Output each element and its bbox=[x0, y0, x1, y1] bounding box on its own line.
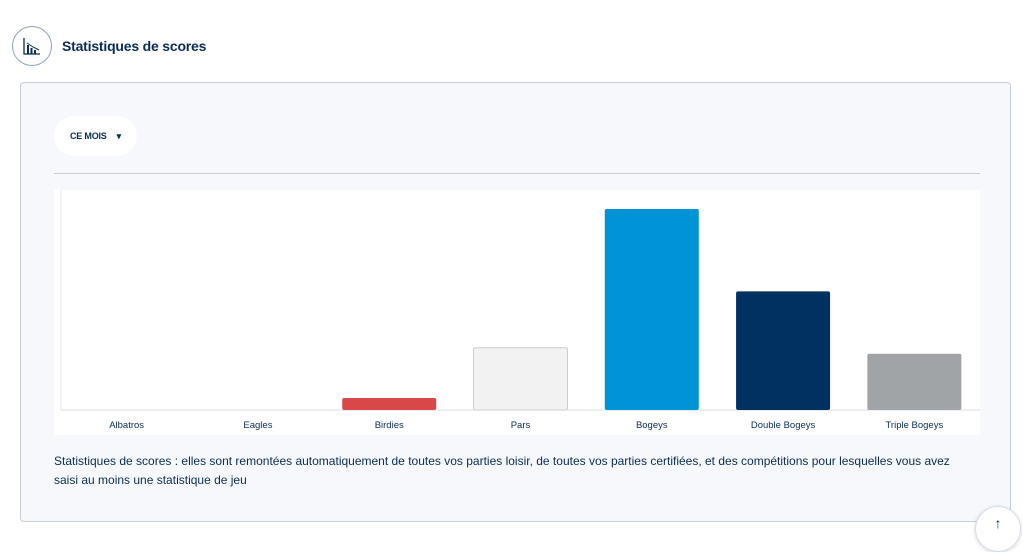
bar-birdies[interactable] bbox=[342, 397, 437, 410]
score-chart: Albatros Eagles Birdies Pars Bogeys Double Bo… bbox=[54, 190, 980, 435]
score-bar-chart: Albatros Eagles Birdies Pars Bogeys Double Bo… bbox=[60, 190, 980, 431]
bar-pars[interactable] bbox=[473, 347, 568, 411]
bar-bogeys[interactable] bbox=[604, 209, 699, 410]
x-tick-label: Pars bbox=[511, 420, 531, 431]
scroll-to-top-button[interactable]: ↑ bbox=[975, 506, 1021, 552]
section-header: Statistiques de scores bbox=[12, 25, 206, 67]
x-tick-label: Double Bogeys bbox=[751, 420, 816, 431]
x-tick-label: Albatros bbox=[109, 420, 144, 431]
chart-description: Statistiques de scores : elles sont remo… bbox=[54, 454, 950, 487]
period-dropdown[interactable]: CE MOIS ▾ bbox=[54, 116, 137, 156]
stats-panel: CE MOIS ▾ Albatros Eagles Birdies Pars Bogey… bbox=[20, 82, 1011, 522]
x-tick-label: Birdies bbox=[375, 420, 404, 431]
x-tick-label: Bogeys bbox=[636, 420, 668, 431]
bar-triple-bogeys[interactable] bbox=[867, 353, 962, 410]
page-title: Statistiques de scores bbox=[62, 38, 207, 54]
bar-chart-icon bbox=[12, 26, 52, 66]
period-dropdown-label: CE MOIS bbox=[70, 131, 107, 141]
x-tick-label: Eagles bbox=[243, 420, 272, 431]
arrow-up-icon: ↑ bbox=[994, 515, 1002, 531]
x-tick-label: Triple Bogeys bbox=[885, 420, 943, 431]
bar-double-bogeys[interactable] bbox=[736, 291, 831, 410]
divider bbox=[54, 173, 980, 174]
chevron-down-icon: ▾ bbox=[116, 130, 122, 141]
